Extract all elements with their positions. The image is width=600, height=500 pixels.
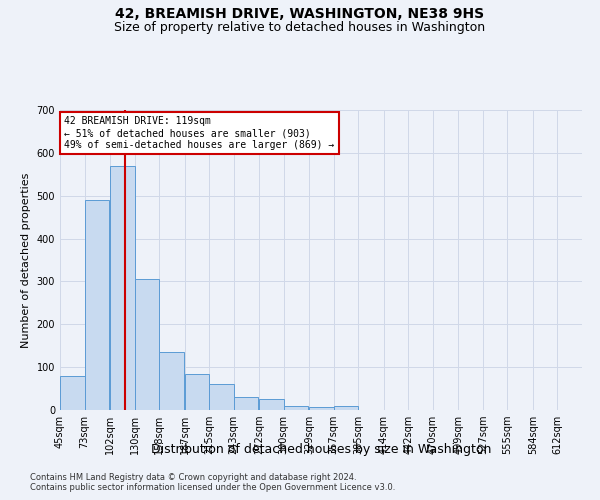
Bar — [159, 352, 184, 410]
Text: Contains public sector information licensed under the Open Government Licence v3: Contains public sector information licen… — [30, 482, 395, 492]
Text: Distribution of detached houses by size in Washington: Distribution of detached houses by size … — [151, 442, 491, 456]
Bar — [110, 166, 134, 410]
Text: Size of property relative to detached houses in Washington: Size of property relative to detached ho… — [115, 21, 485, 34]
Y-axis label: Number of detached properties: Number of detached properties — [21, 172, 31, 348]
Text: 42 BREAMISH DRIVE: 119sqm
← 51% of detached houses are smaller (903)
49% of semi: 42 BREAMISH DRIVE: 119sqm ← 51% of detac… — [64, 116, 335, 150]
Bar — [85, 200, 109, 410]
Text: 42, BREAMISH DRIVE, WASHINGTON, NE38 9HS: 42, BREAMISH DRIVE, WASHINGTON, NE38 9HS — [115, 8, 485, 22]
Bar — [259, 400, 284, 410]
Bar — [309, 406, 334, 410]
Bar — [284, 406, 308, 410]
Bar — [334, 406, 358, 410]
Bar — [134, 280, 159, 410]
Text: Contains HM Land Registry data © Crown copyright and database right 2024.: Contains HM Land Registry data © Crown c… — [30, 472, 356, 482]
Bar — [209, 384, 234, 410]
Bar — [60, 376, 85, 410]
Bar — [185, 374, 209, 410]
Bar — [234, 397, 258, 410]
